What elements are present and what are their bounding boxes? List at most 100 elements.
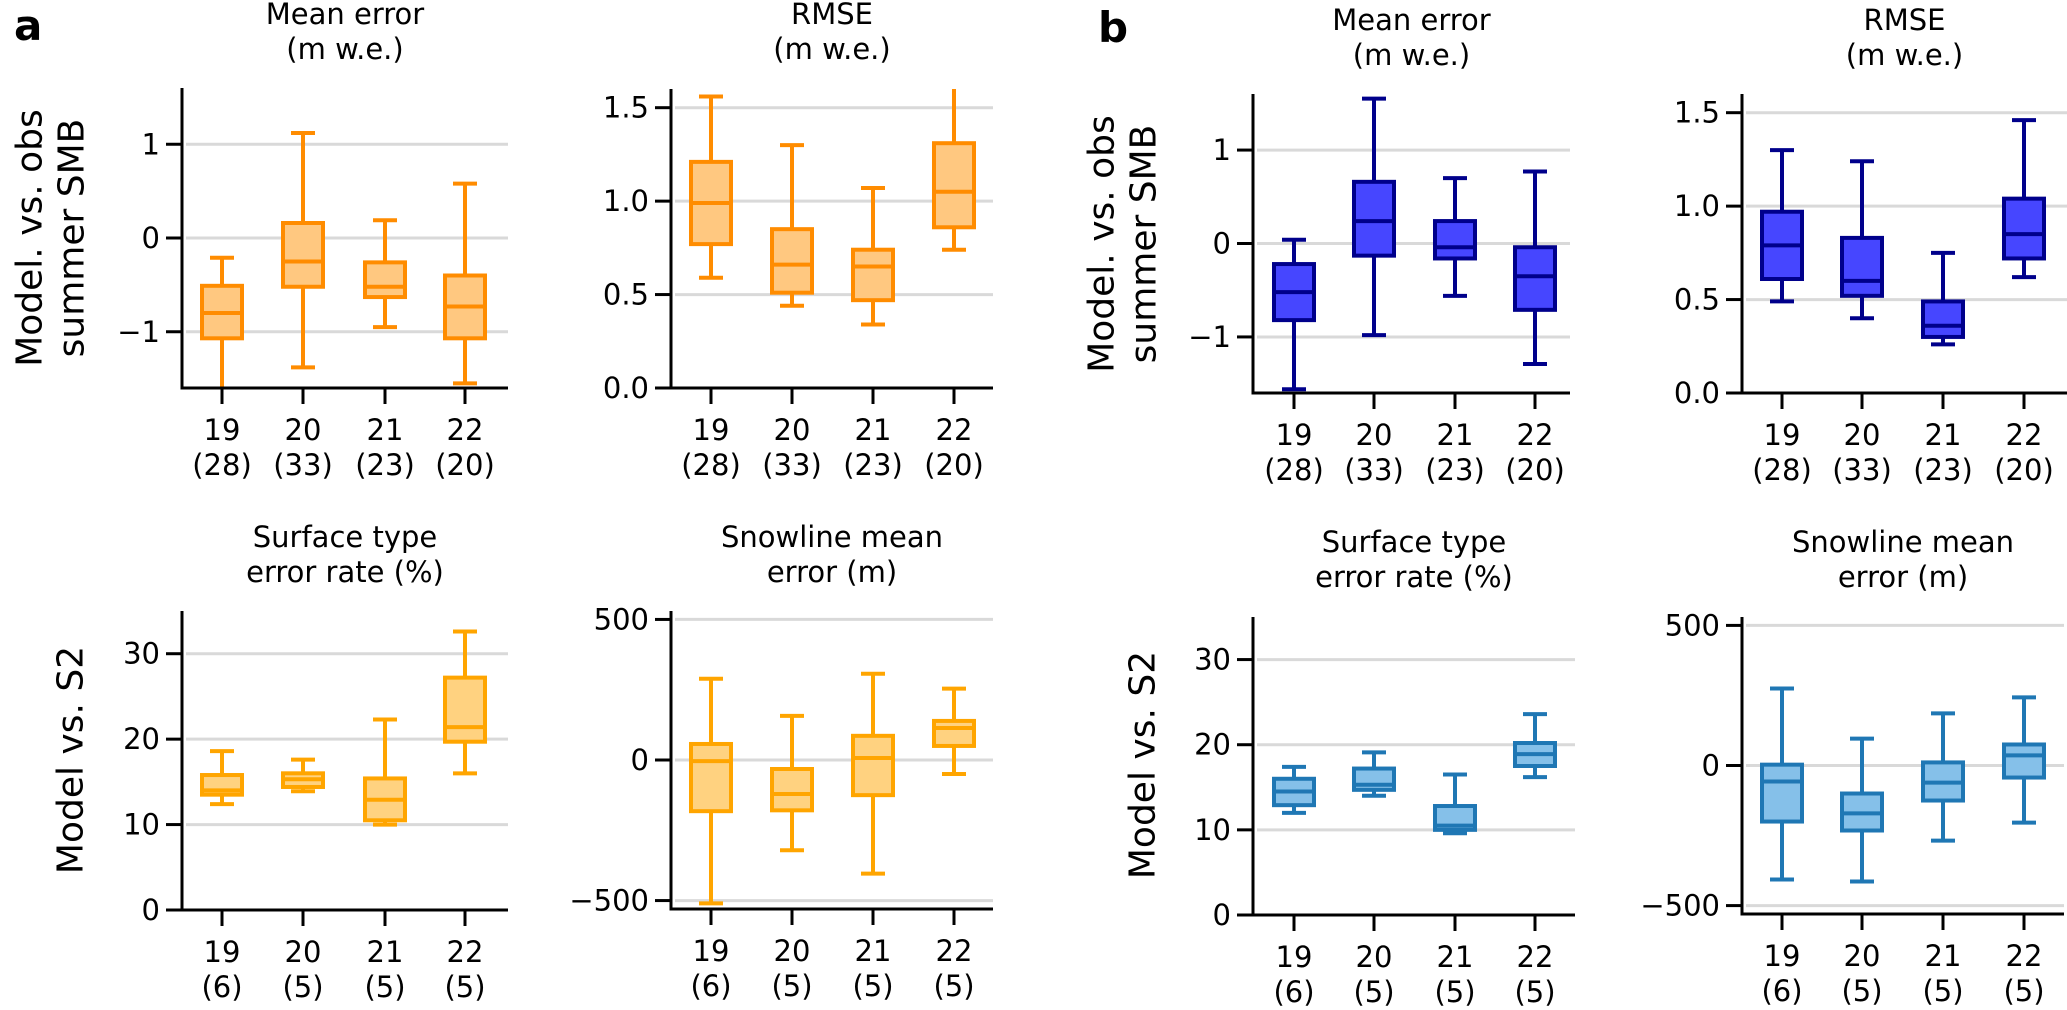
y-tick-label: 30 [123,637,160,671]
x-tick-count: (5) [1841,974,1882,1008]
x-tick-count: (5) [1434,975,1475,1009]
box-20 [281,221,325,289]
box-group [200,629,487,827]
x-tick-label: 19 [1764,939,1801,973]
y-tick-label: 1.5 [603,91,649,125]
box-22 [443,675,487,744]
y-tick-label: −500 [569,884,649,918]
y-tick-label: 20 [1194,728,1231,762]
box-19 [689,741,733,814]
x-tick-label: 19 [1764,418,1801,452]
x-tick-label: 21 [855,934,892,968]
y-tick-label: 1.0 [1674,189,1720,223]
box-group [1760,686,2046,884]
y-axis-label-line: Model. vs. obs [10,109,51,367]
x-tick-count: (6) [690,969,731,1003]
y-tick-label: −1 [1188,320,1231,354]
x-tick-label: 19 [1276,418,1313,452]
panel-label-a: a [14,1,42,50]
x-tick-count: (6) [1761,974,1802,1008]
y-tick-label: 0.0 [603,371,649,405]
chart-title-line: Mean error [266,0,425,31]
x-tick-count: (5) [444,970,485,1004]
y-tick-label: 20 [123,722,160,756]
x-tick-count: (23) [843,448,903,482]
x-tick-label: 21 [1437,940,1474,974]
box-21 [851,247,895,303]
chart-title-line: error (m) [767,555,897,589]
chart-title-line: RMSE [1864,3,1946,37]
chart-title-line: Snowline mean [1792,525,2014,559]
x-tick-label: 19 [693,413,730,447]
box-21 [363,260,407,300]
x-tick-count: (20) [435,448,495,482]
box-group [1272,96,1557,392]
x-tick-label: 22 [936,413,973,447]
chart-title-line: error rate (%) [246,555,444,589]
x-tick-label: 22 [1517,940,1554,974]
box-group [689,89,976,327]
y-tick-label: 500 [594,602,649,636]
x-tick-count: (5) [282,970,323,1004]
x-tick-label: 20 [774,934,811,968]
box-22 [1513,245,1557,312]
x-tick-label: 19 [204,413,241,447]
x-tick-count: (5) [933,969,974,1003]
y-tick-label: 0.5 [1674,283,1720,317]
x-tick-count: (28) [1752,453,1812,487]
x-tick-label: 22 [447,935,484,969]
y-tick-label: 10 [123,808,160,842]
y-tick-label: 0.0 [1674,376,1720,410]
x-tick-label: 22 [1517,418,1554,452]
box-20 [770,766,814,813]
box-group [1760,118,2046,347]
chart-title-line: RMSE [791,0,873,31]
x-tick-label: 22 [2006,418,2043,452]
x-tick-count: (28) [681,448,741,482]
x-tick-label: 20 [1844,939,1881,973]
x-tick-count: (5) [852,969,893,1003]
box-19 [1760,762,1804,824]
box-22 [2002,196,2046,261]
chart-title-line: Snowline mean [721,520,943,554]
chart-title-line: Mean error [1332,3,1491,37]
box-21 [1921,299,1965,339]
box-group [1272,712,1557,836]
x-tick-count: (20) [1505,453,1565,487]
y-tick-label: 0 [1702,749,1720,783]
box-21 [851,733,895,798]
x-tick-label: 22 [936,934,973,968]
y-tick-label: 0 [142,221,160,255]
x-tick-label: 20 [285,413,322,447]
x-tick-count: (20) [924,448,984,482]
x-tick-label: 22 [2006,939,2043,973]
box-21 [1433,219,1477,261]
panel-label-b: b [1098,3,1128,52]
x-tick-label: 21 [367,413,404,447]
y-tick-label: 0 [142,893,160,927]
x-tick-count: (33) [273,448,333,482]
x-tick-label: 21 [1925,418,1962,452]
x-tick-label: 19 [1276,940,1313,974]
y-tick-label: 10 [1194,813,1231,847]
x-tick-count: (5) [771,969,812,1003]
x-tick-count: (23) [355,448,415,482]
box-22 [932,141,976,230]
box-20 [770,227,814,295]
box-group [689,671,976,906]
x-tick-count: (5) [1353,975,1394,1009]
x-tick-count: (5) [364,970,405,1004]
chart-b-mean-error: −1 0 1 19(28) 20(33) 21(23) 22(20) Mean error(m… [1082,3,1570,487]
y-tick-label: 1 [142,127,160,161]
x-tick-label: 21 [1437,418,1474,452]
box-22 [2002,742,2046,780]
chart-title-line: error (m) [1838,560,1968,594]
y-axis-label-line: Model vs. S2 [1123,651,1164,879]
x-tick-label: 21 [855,413,892,447]
chart-title-line: (m w.e.) [286,32,403,66]
